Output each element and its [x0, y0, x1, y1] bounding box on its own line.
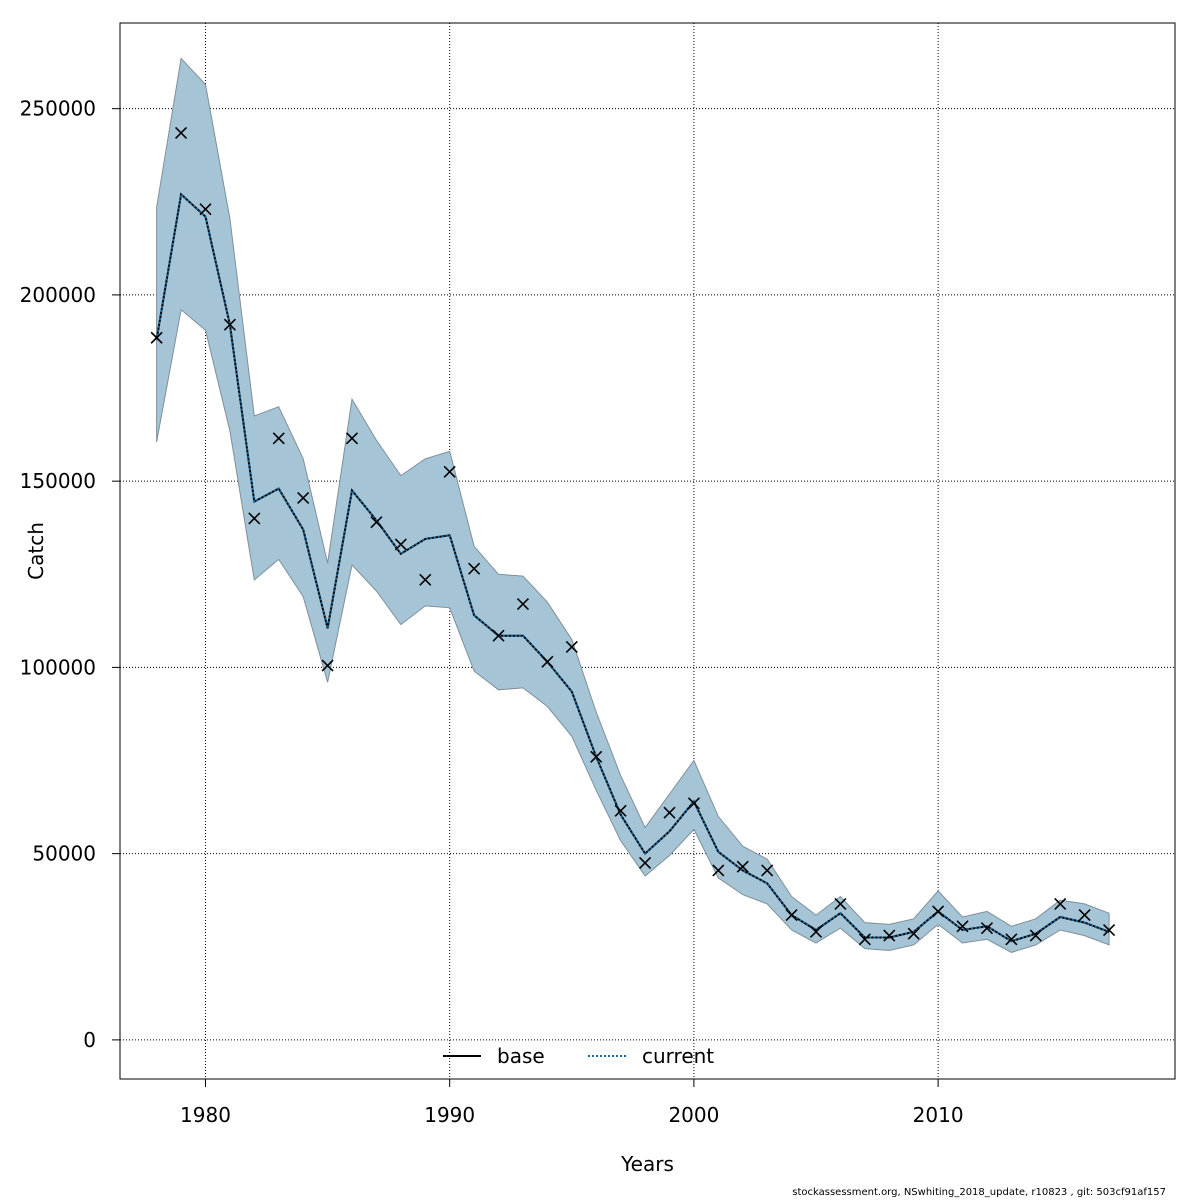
x-tick-label: 2000 — [668, 1103, 719, 1127]
observed-point — [394, 538, 407, 551]
observed-point — [956, 920, 969, 933]
y-tick-label: 0 — [83, 1028, 96, 1052]
x-axis: 1980 1990 2000 2010 — [180, 1079, 964, 1127]
observed-point — [736, 860, 749, 873]
y-tick-label: 150000 — [20, 469, 96, 493]
observed-markers — [150, 126, 1116, 946]
series-line-current — [155, 192, 1110, 943]
y-tick-label: 100000 — [20, 655, 96, 679]
observed-point — [858, 933, 871, 946]
observed-point — [199, 203, 212, 216]
observed-point — [1078, 909, 1091, 922]
legend-label-base: base — [497, 1044, 545, 1068]
observed-point — [492, 629, 505, 642]
observed-point — [468, 562, 481, 575]
observed-point — [321, 659, 334, 672]
observed-point — [883, 929, 896, 942]
observed-point — [687, 797, 700, 810]
x-tick-label: 2010 — [913, 1103, 964, 1127]
observed-point — [907, 927, 920, 940]
observed-point — [932, 905, 945, 918]
x-tick-label: 1990 — [424, 1103, 475, 1127]
x-tick-label: 1980 — [180, 1103, 231, 1127]
observed-point — [297, 491, 310, 504]
observed-point — [419, 573, 432, 586]
series-lines — [155, 192, 1110, 943]
observed-point — [272, 432, 285, 445]
observed-point — [761, 864, 774, 877]
observed-point — [370, 516, 383, 529]
observed-point — [980, 922, 994, 935]
observed-point — [1029, 929, 1042, 942]
observed-point — [1005, 933, 1018, 946]
legend: base current — [443, 1044, 714, 1068]
legend-label-current: current — [642, 1044, 714, 1068]
source-footer: stockassessment.org, NSwhiting_2018_upda… — [792, 1187, 1166, 1198]
y-tick-label: 250000 — [20, 97, 96, 121]
observed-point — [174, 126, 188, 139]
observed-point — [614, 804, 627, 817]
observed-point — [516, 598, 530, 611]
x-axis-title: Years — [620, 1152, 674, 1176]
observed-point — [785, 909, 798, 922]
y-tick-label: 200000 — [20, 283, 96, 307]
observed-point — [712, 864, 725, 877]
observed-point — [248, 512, 261, 525]
observed-point — [834, 897, 847, 910]
y-tick-label: 50000 — [32, 842, 96, 866]
observed-point — [1102, 923, 1116, 937]
observed-point — [345, 432, 359, 445]
observed-point — [541, 655, 554, 668]
observed-point — [638, 856, 652, 870]
y-axis: 0 50000 100000 150000 200000 250000 — [20, 97, 120, 1052]
observed-point — [663, 806, 676, 819]
observed-point — [809, 925, 823, 938]
observed-point — [1054, 897, 1067, 910]
observed-point — [443, 465, 456, 478]
plot-frame — [119, 22, 1176, 1080]
observed-point — [223, 318, 236, 331]
y-axis-title: Catch — [24, 522, 48, 580]
observed-point — [565, 640, 578, 653]
observed-point — [150, 331, 163, 344]
observed-point — [590, 750, 603, 763]
confidence-band — [156, 57, 1110, 953]
